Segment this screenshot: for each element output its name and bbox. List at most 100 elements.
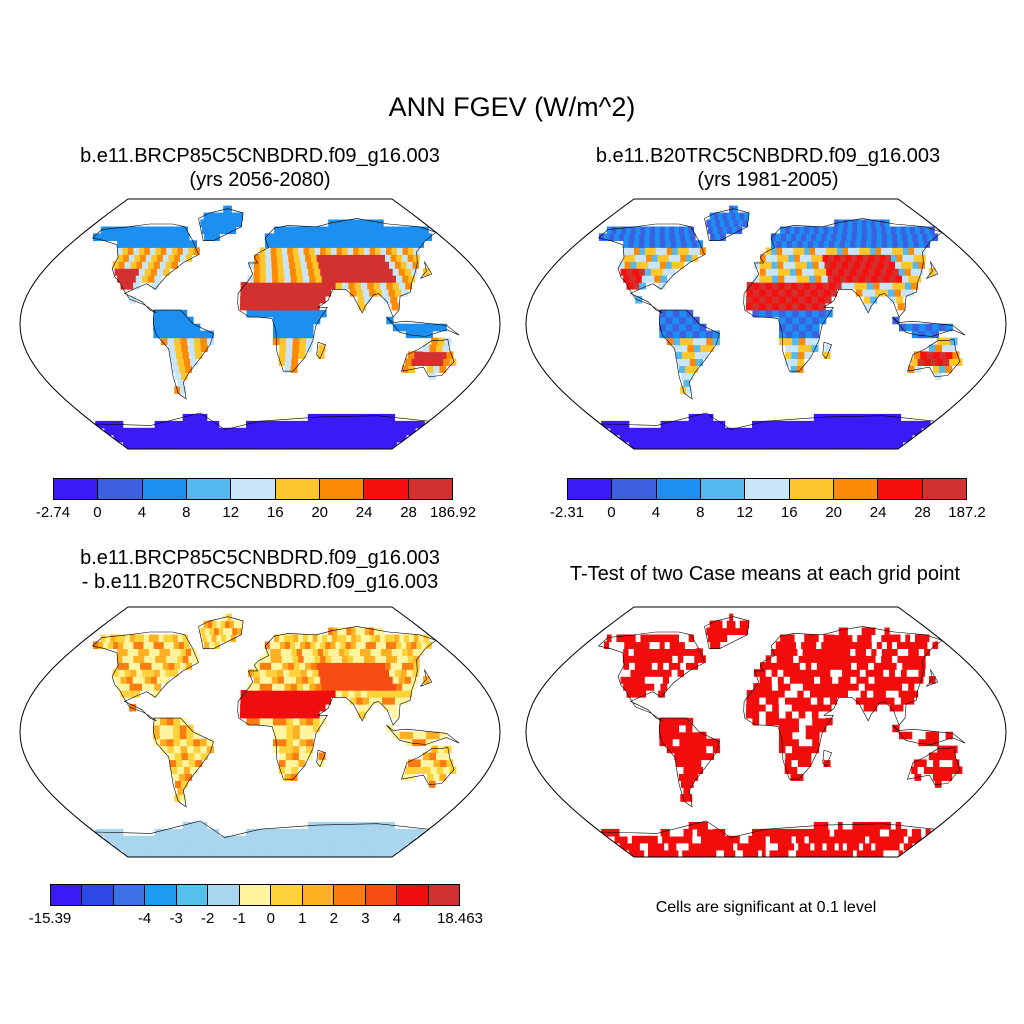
map-cell xyxy=(918,240,925,248)
map-cell xyxy=(789,261,796,269)
map-cell xyxy=(383,261,390,269)
map-cell xyxy=(173,323,181,332)
map-cell xyxy=(312,261,320,269)
map-cell xyxy=(274,441,280,449)
map-cell xyxy=(344,648,351,656)
map-cell xyxy=(759,302,767,311)
map-cell xyxy=(355,641,362,649)
map-cell xyxy=(174,842,180,851)
map-cell xyxy=(289,676,297,684)
map-cell xyxy=(706,745,714,754)
map-cell xyxy=(179,773,186,781)
map-cell xyxy=(329,282,337,290)
map-cell xyxy=(860,835,866,844)
map-cell xyxy=(371,261,378,269)
map-cell xyxy=(389,427,395,436)
coastline-north-america xyxy=(91,223,199,314)
map-cell xyxy=(325,233,332,241)
map-cell xyxy=(952,351,960,359)
map-cell xyxy=(391,302,399,311)
map-cell xyxy=(886,821,892,830)
map-cell xyxy=(358,849,363,857)
map-cell xyxy=(805,330,813,339)
map-cell xyxy=(225,427,231,436)
map-cell xyxy=(253,690,261,698)
map-cell xyxy=(604,233,610,241)
map-cell xyxy=(796,275,804,283)
map-cell xyxy=(162,254,170,262)
map-cell xyxy=(113,233,119,241)
map-cell xyxy=(861,627,867,636)
map-cell xyxy=(778,427,784,436)
map-cell xyxy=(833,275,841,283)
map-cell xyxy=(369,828,375,837)
map-cell xyxy=(271,669,278,677)
map-cell xyxy=(207,212,213,221)
map-cell xyxy=(147,835,153,844)
map-cell xyxy=(750,849,755,857)
map-cell xyxy=(360,828,366,837)
map-cell xyxy=(265,268,273,276)
map-cell xyxy=(845,441,850,449)
map-cell xyxy=(868,849,873,857)
map-cell xyxy=(355,420,361,429)
coastline-australia xyxy=(401,338,455,378)
map-cell xyxy=(800,427,806,436)
map-cell xyxy=(163,641,170,649)
map-cell xyxy=(253,275,261,283)
map-cell xyxy=(842,434,848,443)
map-cell xyxy=(298,752,306,761)
map-cell xyxy=(689,441,695,449)
map-cell xyxy=(389,835,395,844)
map-cell xyxy=(902,254,909,262)
map-cell xyxy=(657,835,663,844)
map-cell xyxy=(893,420,899,429)
map-cell xyxy=(172,773,180,781)
colorbar-20tr: -2.31 0 4 8 12 16 20 24 28 187.2 xyxy=(550,478,986,522)
map-cell xyxy=(386,655,393,663)
map-cell xyxy=(227,219,233,228)
map-cell xyxy=(868,697,876,705)
map-cell xyxy=(150,434,155,443)
map-cell xyxy=(134,254,141,262)
map-cell xyxy=(805,745,813,754)
map-cell xyxy=(765,683,773,691)
map-cell xyxy=(122,240,129,248)
map-cell xyxy=(606,226,613,235)
map-cell xyxy=(285,835,291,844)
map-cell xyxy=(426,323,434,332)
map-cell xyxy=(896,703,904,712)
map-ttest xyxy=(516,602,1016,862)
map-cell xyxy=(410,268,418,276)
map-cell xyxy=(168,849,173,857)
map-cell xyxy=(623,842,629,851)
map-cell xyxy=(362,697,370,705)
map-cell xyxy=(928,344,936,353)
map-cell xyxy=(913,240,920,248)
map-cell xyxy=(298,295,306,304)
map-cell xyxy=(427,365,434,373)
map-cell xyxy=(924,634,930,643)
map-cell xyxy=(388,697,396,705)
map-cell xyxy=(892,724,900,733)
map-cell xyxy=(798,710,806,719)
map-cell xyxy=(126,690,134,698)
map-cell xyxy=(771,655,778,663)
map-cell xyxy=(876,634,882,643)
map-cell xyxy=(220,427,226,436)
map-cell xyxy=(117,662,124,670)
map-cell xyxy=(279,344,287,353)
map-cell xyxy=(312,441,318,449)
map-cell xyxy=(273,717,281,726)
map-cell xyxy=(701,427,706,436)
map-cell xyxy=(271,842,277,851)
map-cell xyxy=(813,226,820,235)
map-cell xyxy=(659,724,667,733)
map-cell xyxy=(648,261,655,269)
map-cell xyxy=(214,627,220,636)
map-cell xyxy=(129,275,137,283)
map-cell xyxy=(265,669,273,677)
map-cell xyxy=(759,703,767,712)
map-cell xyxy=(423,226,429,235)
map-cell xyxy=(917,641,923,649)
